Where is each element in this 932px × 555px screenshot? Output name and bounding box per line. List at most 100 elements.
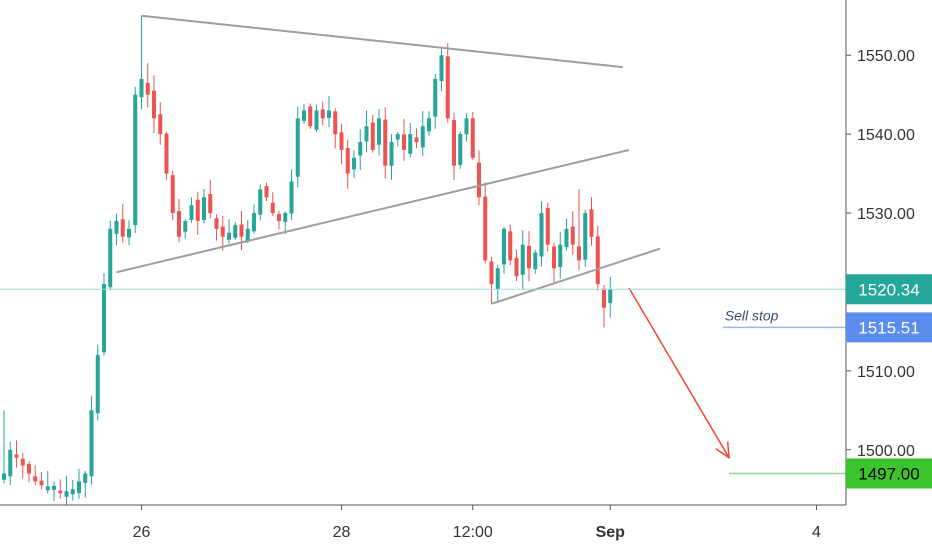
- candle-body: [533, 252, 538, 270]
- candle-body: [220, 226, 225, 237]
- candle-body: [202, 197, 206, 220]
- projection-arrow[interactable]: [628, 287, 730, 459]
- candle-body: [345, 147, 350, 174]
- candle-body: [114, 220, 119, 234]
- candle-body: [420, 126, 425, 148]
- candle-body: [527, 245, 531, 269]
- candle-body: [570, 226, 575, 245]
- candle-body: [152, 90, 156, 119]
- candle-body: [395, 134, 400, 140]
- candle-body: [289, 181, 294, 214]
- candle-body: [383, 119, 388, 166]
- candle-body: [77, 481, 81, 494]
- candle-body: [520, 244, 525, 275]
- candle-body: [577, 246, 581, 261]
- candle-body: [264, 186, 269, 198]
- candle-body: [170, 175, 175, 214]
- time-axis[interactable]: 26 28 12:00 Sep 4: [133, 505, 821, 541]
- trendline[interactable]: [491, 247, 661, 305]
- candle-body: [214, 218, 219, 229]
- candle-body: [539, 213, 544, 257]
- candle-body: [102, 284, 106, 353]
- candle-body: [158, 114, 163, 135]
- candle-body: [495, 268, 500, 290]
- candle-body: [39, 480, 44, 486]
- candle-body: [602, 288, 606, 308]
- candle-body: [327, 110, 331, 118]
- candle-body: [20, 458, 25, 466]
- target-price-badge: [846, 458, 932, 489]
- price-labels-layer: 1520.34 1515.51 1497.00: [846, 274, 932, 489]
- candle-body: [477, 162, 481, 198]
- candle-body: [608, 289, 613, 304]
- y-tick-label: 1540.00: [857, 127, 915, 144]
- candle-body: [95, 355, 100, 414]
- candle-body: [514, 257, 519, 277]
- x-tick-label: 12:00: [453, 524, 493, 541]
- candle-body: [314, 110, 319, 130]
- candle-body: [470, 118, 475, 158]
- candle-body: [295, 118, 300, 177]
- candle-body: [45, 486, 50, 491]
- candle-body: [508, 231, 513, 261]
- sell-stop-price-badge: [846, 312, 932, 343]
- candle-body: [364, 126, 369, 142]
- candle-body: [283, 213, 288, 222]
- x-tick-label: 26: [133, 524, 151, 541]
- candle-body: [352, 157, 356, 170]
- candle-body: [402, 134, 406, 150]
- candle-body: [252, 213, 256, 232]
- sell-stop-price-label: 1515.51: [858, 318, 919, 337]
- price-levels-layer: Sell stop: [0, 288, 846, 475]
- candle-body: [445, 56, 450, 119]
- candle-body: [89, 410, 94, 477]
- candle-body: [320, 109, 325, 119]
- candle-body: [120, 219, 125, 237]
- candle-body: [595, 236, 600, 285]
- candle-body: [589, 209, 594, 237]
- candle-body: [270, 202, 275, 214]
- candle-body: [564, 228, 569, 248]
- candle-body: [489, 261, 494, 285]
- candle-body: [189, 205, 194, 220]
- candle-body: [133, 94, 138, 226]
- candle-body: [308, 106, 313, 127]
- candles-layer: [2, 15, 613, 505]
- candle-body: [552, 246, 556, 269]
- candle-body: [439, 55, 444, 82]
- candle-body: [145, 82, 150, 95]
- x-tick-label: Sep: [596, 524, 626, 541]
- candle-body: [370, 122, 375, 150]
- x-tick-label: 4: [812, 524, 821, 541]
- candle-body: [358, 142, 363, 156]
- candle-body: [208, 194, 213, 214]
- candle-body: [233, 224, 238, 238]
- candle-body: [277, 214, 281, 221]
- candle-body: [414, 137, 419, 143]
- candle-body: [27, 463, 31, 474]
- candle-body: [239, 224, 244, 237]
- candle-body: [183, 220, 188, 232]
- candle-body: [583, 213, 588, 260]
- candle-body: [2, 473, 6, 480]
- candle-body: [502, 228, 506, 265]
- candle-body: [127, 228, 131, 238]
- candle-body: [64, 491, 69, 497]
- candle-body: [14, 454, 19, 458]
- candle-body: [339, 132, 344, 150]
- candle-body: [427, 118, 431, 132]
- current-price-badge: [846, 274, 932, 305]
- candle-body: [452, 120, 456, 166]
- candle-body: [164, 133, 169, 174]
- y-tick-label: 1510.00: [857, 364, 915, 381]
- candle-body: [433, 78, 438, 117]
- trendline[interactable]: [141, 14, 623, 69]
- candle-body: [545, 207, 550, 245]
- candle-body: [8, 449, 13, 477]
- trendline[interactable]: [116, 148, 630, 274]
- candle-body: [195, 199, 200, 221]
- candle-body: [227, 232, 231, 240]
- candle-body: [258, 189, 263, 215]
